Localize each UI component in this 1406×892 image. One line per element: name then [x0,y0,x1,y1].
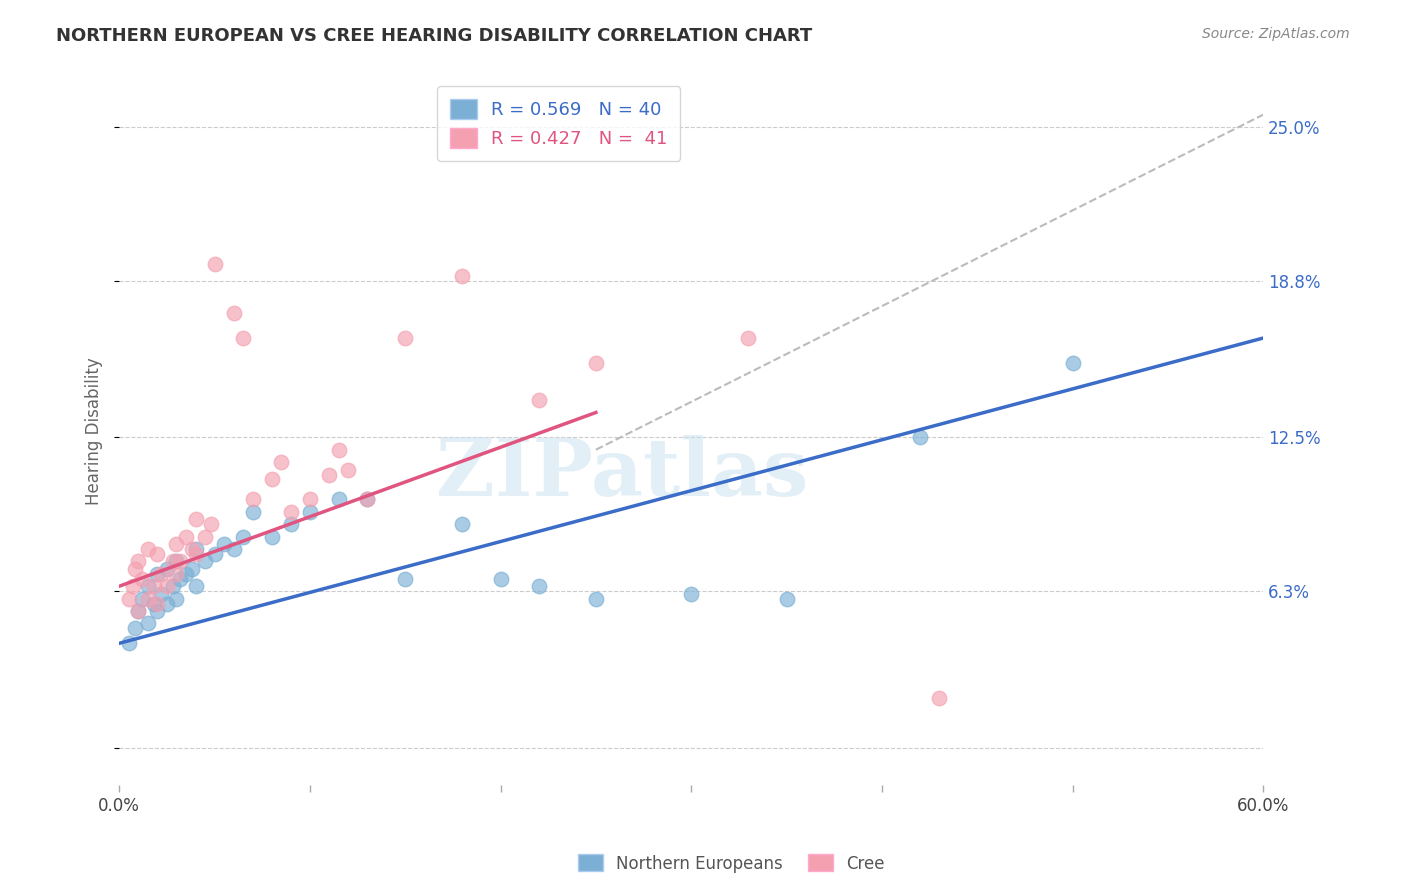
Point [150,587,173,601]
Point [136,591,159,606]
Point [242,505,264,519]
Point [136,616,159,631]
Point [394,331,416,345]
Point [127,604,149,618]
Point [166,537,188,551]
Point [451,268,474,283]
Point [222,306,245,320]
Point [222,541,245,556]
Point [489,572,512,586]
Point [260,473,283,487]
Point [527,393,550,408]
Point [162,554,184,568]
Point [337,462,360,476]
Point [146,604,169,618]
Point [260,530,283,544]
Point [146,547,169,561]
Point [184,547,207,561]
Point [585,591,607,606]
Point [150,566,173,581]
Point [136,541,159,556]
Point [184,512,207,526]
Point [451,517,474,532]
Point [174,530,197,544]
Point [142,579,165,593]
Point [166,554,188,568]
Point [136,579,159,593]
Point [775,591,797,606]
Point [146,597,169,611]
Point [328,442,350,457]
Y-axis label: Hearing Disability: Hearing Disability [86,357,103,505]
Point [121,579,143,593]
Point [928,690,950,705]
Point [280,505,302,519]
Point [146,566,169,581]
Point [180,541,202,556]
Legend: Northern Europeans, Cree: Northern Europeans, Cree [571,847,891,880]
Point [180,562,202,576]
Point [232,530,254,544]
Point [131,572,153,586]
Point [318,467,340,482]
Point [681,587,703,601]
Point [200,517,222,532]
Text: Source: ZipAtlas.com: Source: ZipAtlas.com [1202,27,1350,41]
Point [184,579,207,593]
Point [212,537,235,551]
Point [298,492,321,507]
Point [270,455,292,469]
Point [527,579,550,593]
Point [142,597,165,611]
Point [394,572,416,586]
Point [737,331,759,345]
Point [169,572,191,586]
Point [232,331,254,345]
Point [204,256,226,270]
Point [124,562,146,576]
Legend: R = 0.569   N = 40, R = 0.427   N =  41: R = 0.569 N = 40, R = 0.427 N = 41 [437,87,681,161]
Point [194,554,217,568]
Point [127,554,149,568]
Point [298,505,321,519]
Point [118,636,141,650]
Point [124,621,146,635]
Point [166,591,188,606]
Point [156,562,179,576]
Point [169,554,191,568]
Point [194,530,217,544]
Point [356,492,378,507]
Point [328,492,350,507]
Point [585,356,607,370]
Text: NORTHERN EUROPEAN VS CREE HEARING DISABILITY CORRELATION CHART: NORTHERN EUROPEAN VS CREE HEARING DISABI… [56,27,813,45]
Point [242,492,264,507]
Point [127,604,149,618]
Point [280,517,302,532]
Point [184,541,207,556]
Point [356,492,378,507]
Point [156,579,179,593]
Point [118,591,141,606]
Point [131,591,153,606]
Text: ZIPatlas: ZIPatlas [436,434,808,513]
Point [156,597,179,611]
Point [174,566,197,581]
Point [166,566,188,581]
Point [204,547,226,561]
Point [162,579,184,593]
Point [1062,356,1084,370]
Point [908,430,931,444]
